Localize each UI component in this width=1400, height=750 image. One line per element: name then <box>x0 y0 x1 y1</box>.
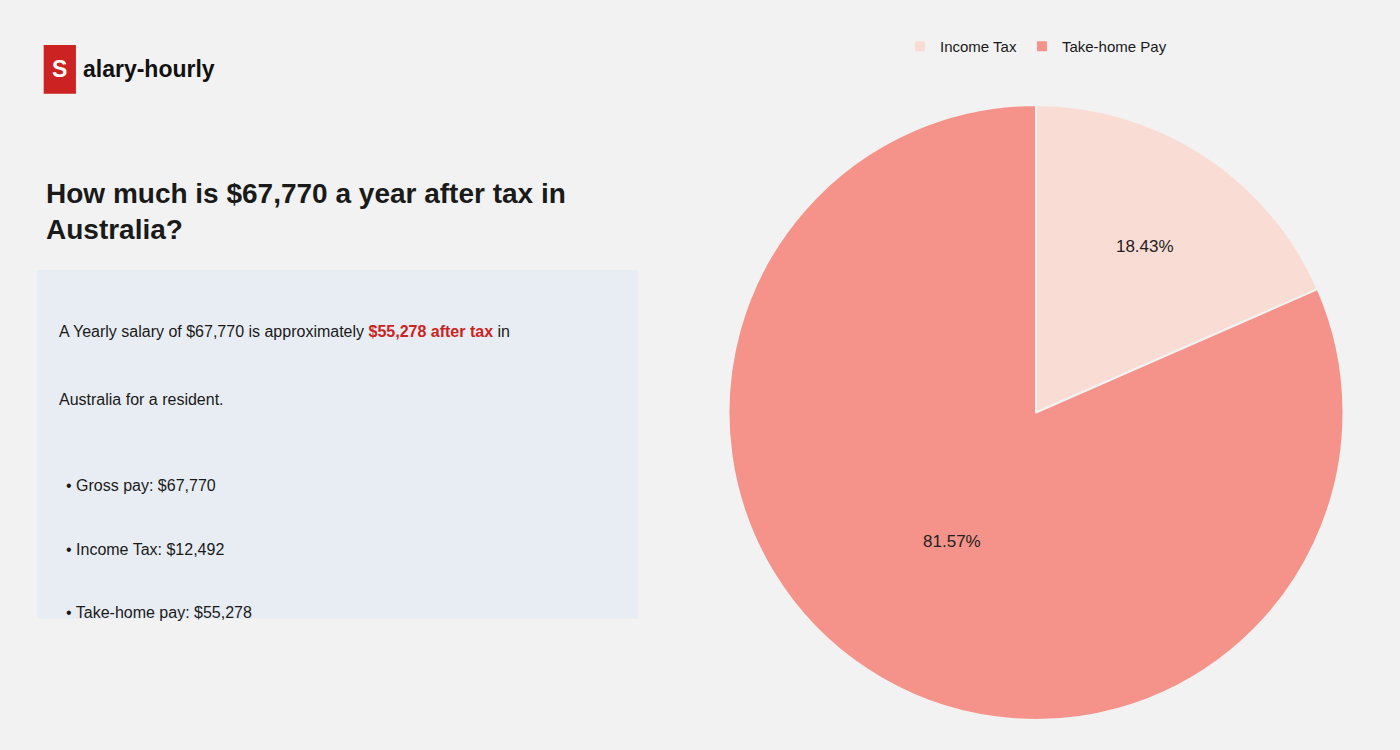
svg-text:• Take-home pay: $55,278: • Take-home pay: $55,278 <box>66 604 252 621</box>
svg-text:Take-home Pay: Take-home Pay <box>1062 38 1167 55</box>
svg-text:81.57%: 81.57% <box>923 532 981 551</box>
svg-text:alary-hourly: alary-hourly <box>83 56 215 82</box>
svg-text:S: S <box>52 56 67 82</box>
svg-text:• Gross pay: $67,770: • Gross pay: $67,770 <box>66 477 216 494</box>
svg-text:How much is $67,770 a year aft: How much is $67,770 a year after tax inA… <box>46 178 566 245</box>
svg-text:Income Tax: Income Tax <box>940 38 1017 55</box>
svg-text:• Income Tax: $12,492: • Income Tax: $12,492 <box>66 541 224 558</box>
svg-text:18.43%: 18.43% <box>1116 237 1174 256</box>
svg-text:Australia for a resident.: Australia for a resident. <box>59 391 224 408</box>
svg-text:A Yearly salary of $67,770 is: A Yearly salary of $67,770 is approximat… <box>59 323 510 340</box>
